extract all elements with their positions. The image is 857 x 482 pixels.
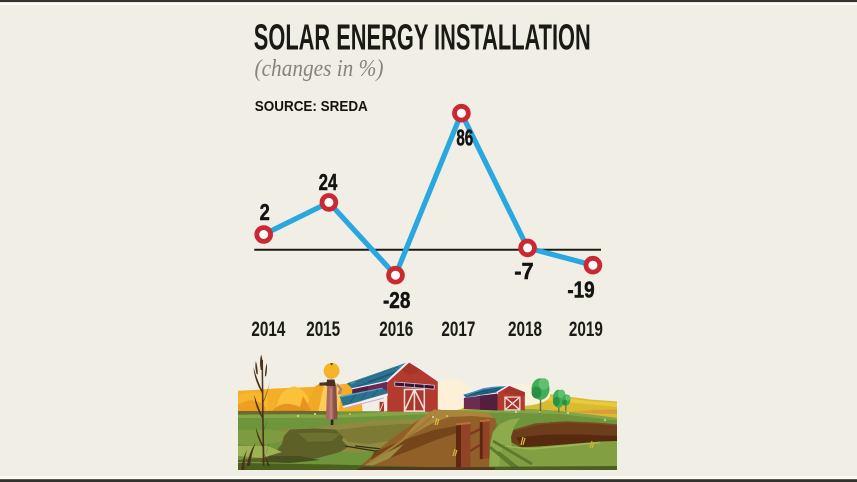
svg-text:2014: 2014 xyxy=(251,317,285,341)
svg-text:86: 86 xyxy=(456,125,473,151)
svg-text:-28: -28 xyxy=(383,287,411,313)
svg-text:2018: 2018 xyxy=(508,317,542,341)
svg-text:SOLAR ENERGY INSTALLATION: SOLAR ENERGY INSTALLATION xyxy=(254,17,591,58)
svg-text:2016: 2016 xyxy=(379,317,413,341)
svg-text:2015: 2015 xyxy=(306,317,340,341)
svg-text:-19: -19 xyxy=(567,277,594,303)
svg-text:2019: 2019 xyxy=(569,317,603,341)
svg-text:24: 24 xyxy=(319,169,338,195)
svg-text:2: 2 xyxy=(260,199,270,225)
svg-text:SOURCE: SREDA: SOURCE: SREDA xyxy=(255,98,368,115)
svg-text:(changes in %): (changes in %) xyxy=(255,56,384,82)
svg-text:2017: 2017 xyxy=(441,317,475,341)
svg-text:-7: -7 xyxy=(514,258,533,284)
